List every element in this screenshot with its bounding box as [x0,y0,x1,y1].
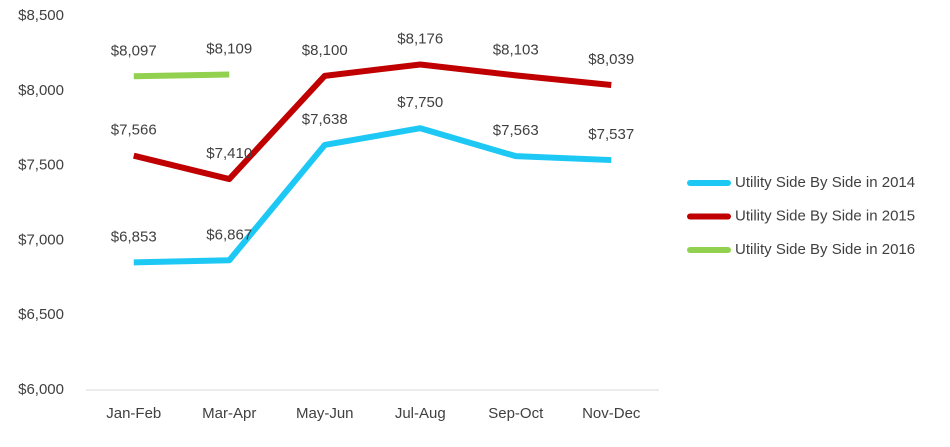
data-label: $7,566 [111,122,157,139]
data-label: $7,750 [397,94,443,111]
series-line [133,125,612,266]
x-tick-label: May-Jun [296,405,354,422]
data-label: $8,103 [493,41,539,58]
data-label: $8,109 [206,40,252,57]
y-tick-label: $6,000 [18,381,64,398]
data-label: $6,867 [206,226,252,243]
data-label: $6,853 [111,228,157,245]
legend-label: Utility Side By Side in 2014 [735,174,915,191]
y-tick-label: $8,000 [18,82,64,99]
data-label: $7,537 [588,126,634,143]
y-tick-label: $6,500 [18,306,64,323]
y-tick-label: $8,500 [18,7,64,24]
series-line [133,71,230,80]
legend-label: Utility Side By Side in 2016 [735,241,915,258]
x-tick-label: Nov-Dec [582,405,641,422]
data-label: $7,638 [302,111,348,128]
legend-label: Utility Side By Side in 2015 [735,207,915,224]
x-tick-label: Jul-Aug [395,405,446,422]
x-tick-label: Mar-Apr [202,405,256,422]
x-tick-label: Sep-Oct [488,405,544,422]
data-label: $8,097 [111,42,157,59]
series-line [133,61,612,183]
x-tick-label: Jan-Feb [106,405,161,422]
y-tick-label: $7,500 [18,157,64,174]
data-label: $7,563 [493,122,539,139]
data-label: $8,176 [397,30,443,47]
data-label: $7,410 [206,145,252,162]
y-tick-label: $7,000 [18,231,64,248]
data-label: $8,100 [302,42,348,59]
data-label: $8,039 [588,51,634,68]
